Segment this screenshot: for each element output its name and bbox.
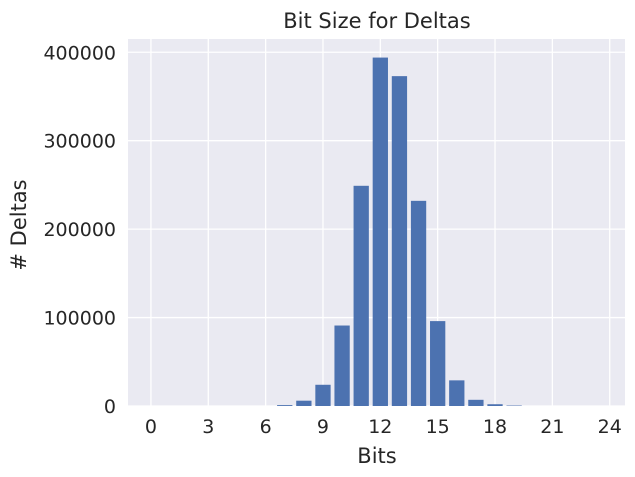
bar: [334, 325, 350, 406]
y-tick-labels: 0 100000 200000 300000 400000: [43, 42, 116, 418]
chart-title: Bit Size for Deltas: [283, 9, 470, 33]
x-tick-label: 6: [260, 416, 272, 438]
y-tick-label: 400000: [43, 42, 116, 64]
x-tick-label: 21: [540, 416, 564, 438]
y-tick-label: 0: [104, 396, 116, 418]
bar: [468, 399, 484, 406]
y-tick-label: 200000: [43, 219, 116, 241]
y-tick-label: 100000: [43, 308, 116, 330]
x-tick-labels: 0 3 6 9 12 15 18 21 24: [145, 416, 622, 438]
x-tick-label: 12: [368, 416, 392, 438]
y-tick-label: 300000: [43, 131, 116, 153]
x-axis-label: Bits: [357, 444, 396, 468]
x-tick-label: 0: [145, 416, 157, 438]
bar: [372, 57, 388, 407]
bar: [277, 405, 293, 406]
bar: [315, 384, 331, 406]
bar: [430, 321, 446, 406]
bars: [277, 57, 522, 407]
x-tick-label: 18: [483, 416, 507, 438]
x-tick-label: 24: [598, 416, 622, 438]
bar: [391, 76, 408, 407]
bar: [296, 400, 312, 406]
x-tick-label: 9: [317, 416, 329, 438]
bar: [487, 404, 503, 406]
bar: [410, 200, 427, 406]
bar: [449, 380, 465, 406]
y-axis-label: # Deltas: [7, 179, 31, 270]
x-tick-label: 3: [202, 416, 214, 438]
x-tick-label: 15: [426, 416, 450, 438]
bar: [353, 185, 369, 406]
